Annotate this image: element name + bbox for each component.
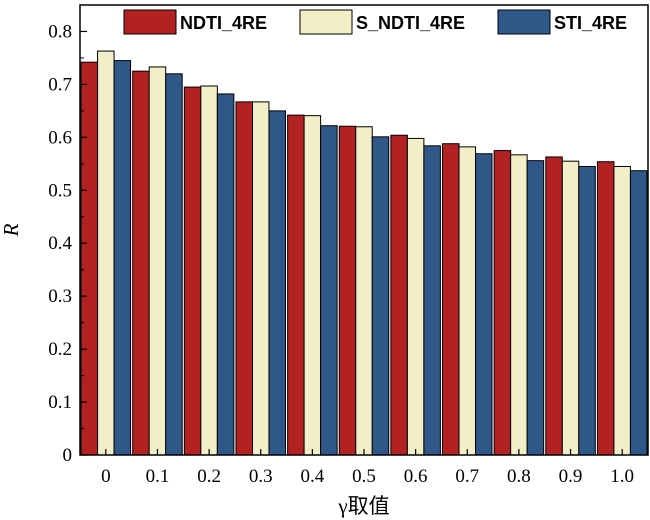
bar-sti-4re <box>268 110 286 456</box>
y-axis: 0 0.1 0.2 0.3 0.4 0.5 0.6 0.7 0.8 <box>48 21 87 466</box>
bar-s-ndti-4re <box>458 146 477 456</box>
bar-ndti-4re <box>132 70 150 456</box>
bar-ndti-4re <box>596 161 615 456</box>
x-tick-label: 0.9 <box>559 466 583 487</box>
y-tick-label: 0.6 <box>48 127 72 148</box>
legend-swatch-sti-4re <box>497 9 551 35</box>
bars-group <box>80 50 648 456</box>
bar-ndti-4re <box>338 125 357 456</box>
bar-s-ndti-4re <box>303 115 322 456</box>
x-axis: 0 0.1 0.2 0.3 0.4 0.5 0.6 0.7 0.8 0.9 1.0 <box>101 449 634 487</box>
bar-ndti-4re <box>80 61 99 456</box>
y-tick-label: 0.3 <box>48 286 72 307</box>
bar-ndti-4re <box>287 114 305 456</box>
bar-sti-4re <box>320 125 338 456</box>
x-tick-label: 0.4 <box>300 466 324 487</box>
bar-s-ndti-4re <box>510 154 528 456</box>
y-tick-label: 0.5 <box>48 180 72 201</box>
y-tick-label: 0.7 <box>48 74 72 95</box>
legend-label: STI_4RE <box>554 13 627 33</box>
bar-ndti-4re <box>390 134 408 456</box>
x-tick-label: 0.3 <box>249 466 273 487</box>
bar-ndti-4re <box>183 86 202 456</box>
bar-sti-4re <box>475 153 493 456</box>
legend-label: S_NDTI_4RE <box>356 13 465 33</box>
bar-s-ndti-4re <box>613 165 631 456</box>
bar-ndti-4re <box>493 150 512 456</box>
bar-ndti-4re <box>235 101 253 456</box>
bar-sti-4re <box>216 93 235 456</box>
bar-sti-4re <box>423 145 441 456</box>
y-tick-label: 0.4 <box>48 233 72 254</box>
y-tick-label: 0.2 <box>48 339 72 360</box>
bar-s-ndti-4re <box>406 137 425 456</box>
bar-s-ndti-4re <box>561 160 580 456</box>
x-tick-label: 0.8 <box>507 466 531 487</box>
x-axis-title: γ取值 <box>337 494 389 518</box>
x-tick-label: 0.7 <box>455 466 479 487</box>
bar-ndti-4re <box>442 143 460 456</box>
bar-sti-4re <box>165 73 183 456</box>
legend: NDTI_4RE S_NDTI_4RE STI_4RE <box>123 9 627 35</box>
bar-s-ndti-4re <box>355 126 373 456</box>
bar-s-ndti-4re <box>148 66 167 456</box>
x-tick-label: 0.2 <box>197 466 221 487</box>
y-tick-label: 0.8 <box>48 21 72 42</box>
x-tick-label: 0.1 <box>146 466 170 487</box>
bar-s-ndti-4re <box>200 85 218 456</box>
bar-sti-4re <box>629 170 648 456</box>
bar-sti-4re <box>578 165 596 456</box>
legend-swatch-ndti-4re <box>123 9 177 35</box>
x-tick-label: 0 <box>101 466 111 487</box>
x-tick-label: 0.6 <box>404 466 428 487</box>
y-tick-label: 0.1 <box>48 392 72 413</box>
bar-sti-4re <box>526 160 545 456</box>
bar-sti-4re <box>113 60 132 456</box>
legend-swatch-s-ndti-4re <box>299 9 353 35</box>
bar-sti-4re <box>371 136 390 456</box>
x-tick-label: 0.5 <box>352 466 376 487</box>
y-tick-label: 0 <box>63 445 73 466</box>
bar-s-ndti-4re <box>251 101 270 456</box>
legend-label: NDTI_4RE <box>180 13 267 33</box>
x-tick-label: 1.0 <box>610 466 634 487</box>
bar-s-ndti-4re <box>97 50 115 456</box>
y-axis-title: R <box>0 223 23 237</box>
bar-ndti-4re <box>545 156 563 456</box>
